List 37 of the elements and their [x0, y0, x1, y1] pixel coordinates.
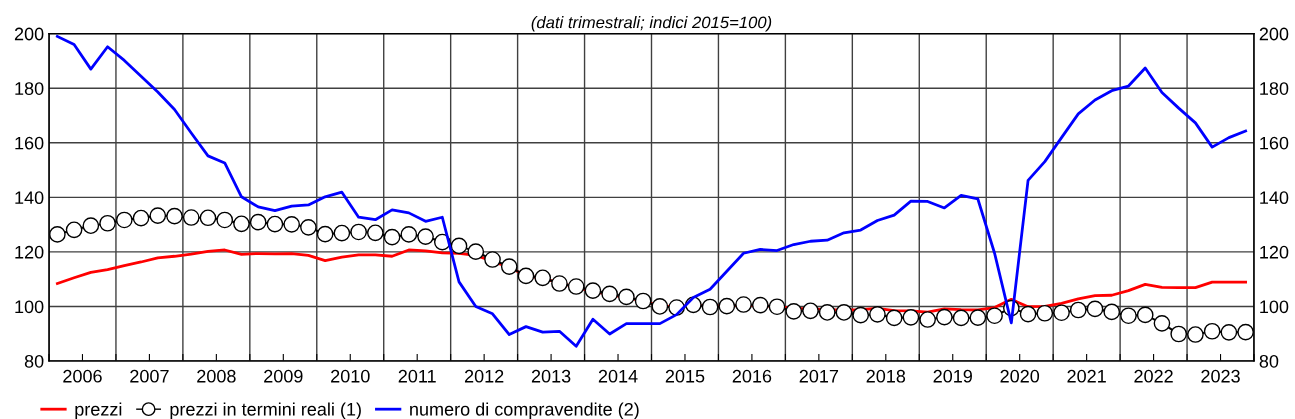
x-tick-label: 2015: [665, 369, 705, 383]
x-tick-label: 2013: [531, 369, 571, 383]
y2-tick-label: 200: [1259, 27, 1289, 41]
legend-label: numero di compravendite (2): [410, 402, 639, 419]
x-tick-label: 2012: [464, 369, 504, 383]
x-tick-label: 2023: [1201, 369, 1240, 383]
x-tick-label: 2008: [197, 369, 236, 383]
y-tick-label: 200: [14, 27, 44, 41]
x-tick-label: 2016: [732, 369, 772, 383]
x-tick-label: 2007: [130, 369, 169, 383]
y-tick-label: 100: [15, 300, 44, 314]
x-tick-label: 2006: [63, 369, 102, 383]
y2-tick-label: 160: [1260, 136, 1289, 150]
line-series: [55, 35, 1248, 348]
y-tick-label: 140: [15, 191, 44, 205]
x-tick-label: 2022: [1134, 369, 1173, 383]
legend-label: prezzi: [75, 402, 122, 419]
x-tick-label: 2009: [264, 369, 303, 383]
y2-tick-label: 80: [1259, 354, 1279, 368]
x-tick-label: 2019: [933, 369, 972, 383]
x-tick-label: 2020: [1000, 369, 1040, 383]
y2-tick-label: 120: [1260, 245, 1289, 259]
y-tick-label: 120: [15, 245, 44, 259]
x-tick-label: 2014: [598, 369, 638, 383]
x-tick-label: 2010: [331, 369, 370, 383]
y2-tick-label: 180: [1260, 82, 1289, 95]
legend-label: prezzi in termini reali (1): [170, 402, 361, 419]
y-tick-label: 80: [24, 354, 44, 368]
y2-tick-label: 100: [1260, 300, 1289, 314]
x-tick-label: 2017: [799, 369, 839, 383]
chart-title: (dati trimestrali; indici 2015=100): [531, 16, 772, 32]
x-tick-label: 2021: [1067, 369, 1106, 383]
y-tick-label: 160: [15, 136, 44, 150]
y-tick-label: 180: [15, 82, 44, 95]
y2-tick-label: 140: [1260, 191, 1289, 205]
x-tick-label: 2011: [398, 369, 436, 383]
x-tick-label: 2018: [866, 369, 906, 383]
